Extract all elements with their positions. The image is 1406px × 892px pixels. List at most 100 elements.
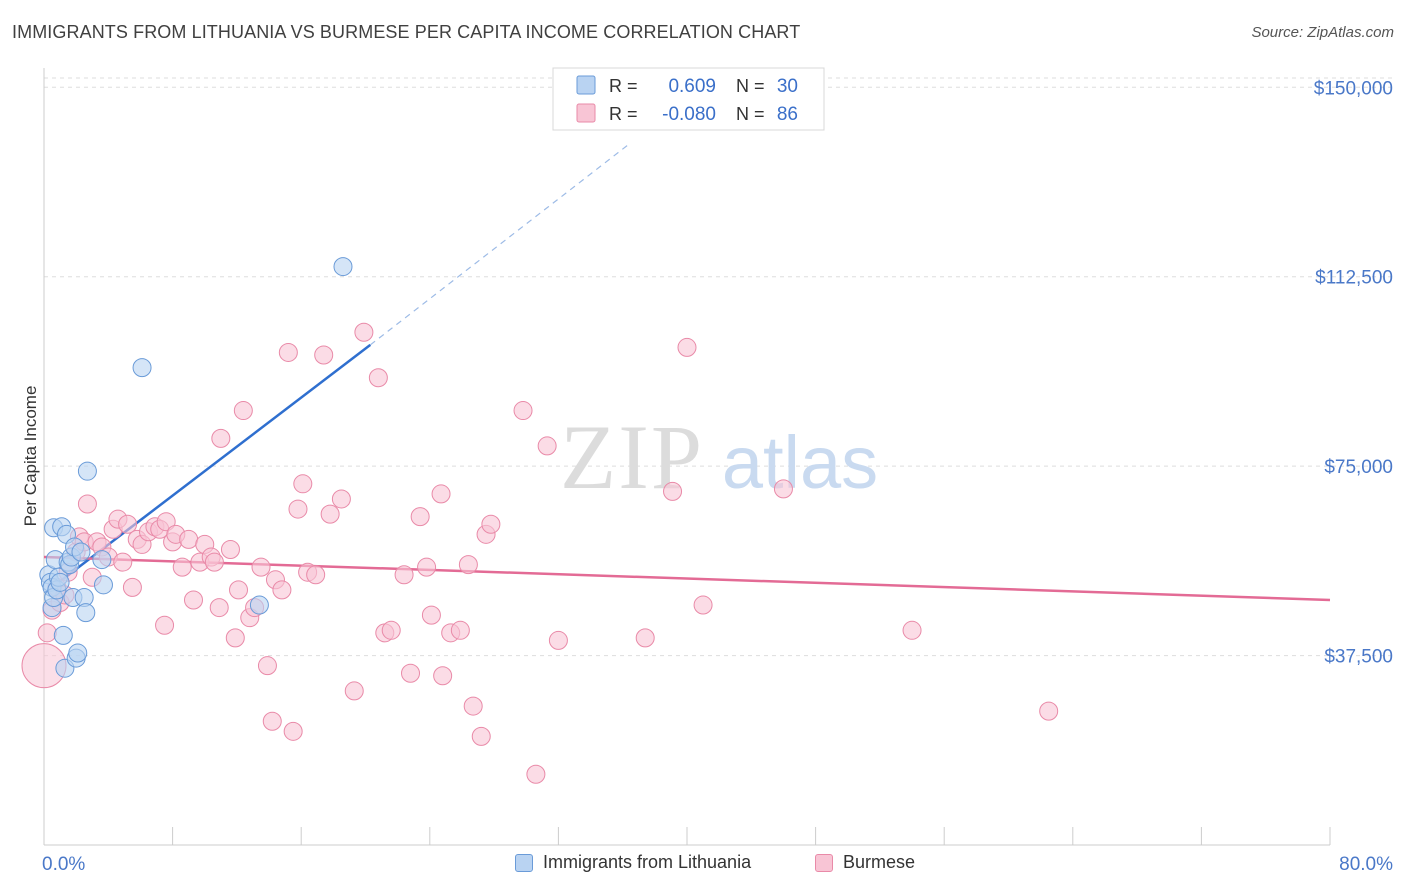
point-lithuania-23	[76, 603, 96, 623]
x-tick-label-0: 0.0%	[42, 854, 85, 875]
point-burmese-35	[204, 552, 224, 572]
point-burmese-38	[220, 539, 240, 559]
point-burmese-10	[77, 494, 97, 514]
point-burmese-77	[513, 401, 533, 421]
point-burmese-57	[331, 489, 351, 509]
point-burmese-76	[481, 514, 501, 534]
y-tick-label-1: $75,000	[1324, 457, 1393, 478]
point-burmese-39	[225, 628, 245, 648]
point-burmese-26	[155, 615, 175, 635]
legend-bottom: Immigrants from Lithuania Burmese	[0, 852, 1406, 878]
y-tick-label-0: $37,500	[1324, 647, 1393, 668]
point-burmese-52	[293, 474, 313, 494]
legend-bottom-label-lithuania: Immigrants from Lithuania	[543, 852, 752, 872]
legend-n-label-1: N =	[736, 76, 765, 96]
point-burmese-64	[401, 663, 421, 683]
point-burmese-78	[526, 764, 546, 784]
y-axis-label: Per Capita Income	[21, 386, 40, 527]
point-burmese-79	[537, 436, 557, 456]
point-burmese-29	[172, 557, 192, 577]
point-burmese-71	[450, 620, 470, 640]
point-burmese-18	[118, 514, 138, 534]
point-burmese-86	[1039, 701, 1059, 721]
point-burmese-80	[548, 630, 568, 650]
point-lithuania-29	[333, 257, 353, 277]
trend-lines	[43, 142, 1331, 602]
chart-title: IMMIGRANTS FROM LITHUANIA VS BURMESE PER…	[12, 22, 801, 42]
point-lithuania-27	[132, 358, 152, 378]
y-tick-label-3: $150,000	[1314, 78, 1393, 99]
point-burmese-19	[122, 577, 142, 597]
legend-r-label-2: R =	[609, 104, 638, 124]
point-burmese-17	[113, 552, 133, 572]
watermark-atlas: atlas	[722, 421, 878, 504]
point-lithuania-26	[93, 575, 113, 595]
legend-r-value-2: -0.080	[662, 104, 716, 125]
point-lithuania-24	[77, 461, 97, 481]
point-burmese-51	[288, 499, 308, 519]
point-burmese-85	[902, 620, 922, 640]
source-label: Source: ZipAtlas.com	[1251, 24, 1394, 41]
point-lithuania-9	[50, 572, 70, 592]
point-burmese-87	[693, 595, 713, 615]
point-burmese-50	[283, 721, 303, 741]
point-burmese-40	[229, 580, 249, 600]
legend-swatch-burmese	[576, 103, 596, 123]
point-lithuania-25	[92, 550, 112, 570]
data-points	[21, 257, 1059, 784]
watermark: ZIP atlas	[560, 406, 878, 508]
point-burmese-72	[458, 555, 478, 575]
point-burmese-83	[677, 337, 697, 357]
legend-n-value-1: 30	[777, 76, 798, 97]
point-burmese-67	[421, 605, 441, 625]
point-burmese-49	[278, 342, 298, 362]
point-burmese-54	[306, 565, 326, 585]
legend-n-label-2: N =	[736, 104, 765, 124]
point-burmese-25	[156, 512, 176, 532]
point-burmese-66	[417, 557, 437, 577]
legend-r-label-1: R =	[609, 76, 638, 96]
point-lithuania-11	[53, 625, 73, 645]
point-burmese-59	[354, 322, 374, 342]
legend-bottom-label-burmese: Burmese	[843, 852, 916, 872]
point-burmese-55	[314, 345, 334, 365]
legend-top: R = 0.609 N = 30 R = -0.080 N = 86	[552, 67, 825, 131]
legend-bottom-swatch-lithuania	[515, 853, 533, 872]
tick-labels: $37,500 $75,000 $112,500 $150,000 0.0% 80.0%	[42, 78, 1393, 875]
point-burmese-45	[257, 656, 277, 676]
grid-lines	[44, 77, 1393, 657]
point-burmese-84	[773, 479, 793, 499]
point-burmese-46	[262, 711, 282, 731]
point-lithuania-21	[71, 542, 91, 562]
watermark-zip: ZIP	[560, 406, 704, 508]
point-burmese-68	[431, 484, 451, 504]
axes	[43, 68, 1331, 846]
point-burmese-69	[433, 666, 453, 686]
point-burmese-65	[410, 507, 430, 527]
legend-n-value-2: 86	[777, 104, 798, 125]
point-burmese-81	[663, 481, 683, 501]
legend-bottom-swatch-burmese	[815, 853, 833, 872]
y-tick-label-2: $112,500	[1315, 268, 1393, 289]
x-tick-label-1: 80.0%	[1339, 854, 1393, 875]
legend-r-value-1: 0.609	[668, 76, 716, 97]
point-burmese-74	[471, 726, 491, 746]
legend-bottom-item-burmese: Burmese	[815, 852, 915, 873]
point-burmese-30	[179, 529, 199, 549]
legend-swatch-lithuania	[576, 75, 596, 95]
point-burmese-48	[272, 580, 292, 600]
point-burmese-41	[233, 401, 253, 421]
point-burmese-36	[209, 598, 229, 618]
point-burmese-56	[320, 504, 340, 524]
point-burmese-62	[381, 620, 401, 640]
trend-extension-lithuania	[369, 142, 632, 346]
point-burmese-31	[183, 590, 203, 610]
point-burmese-63	[394, 565, 414, 585]
point-burmese-60	[368, 368, 388, 388]
point-burmese-58	[344, 681, 364, 701]
point-lithuania-28	[249, 595, 269, 615]
point-burmese-73	[463, 696, 483, 716]
point-burmese-44	[251, 557, 271, 577]
point-burmese-82	[635, 628, 655, 648]
